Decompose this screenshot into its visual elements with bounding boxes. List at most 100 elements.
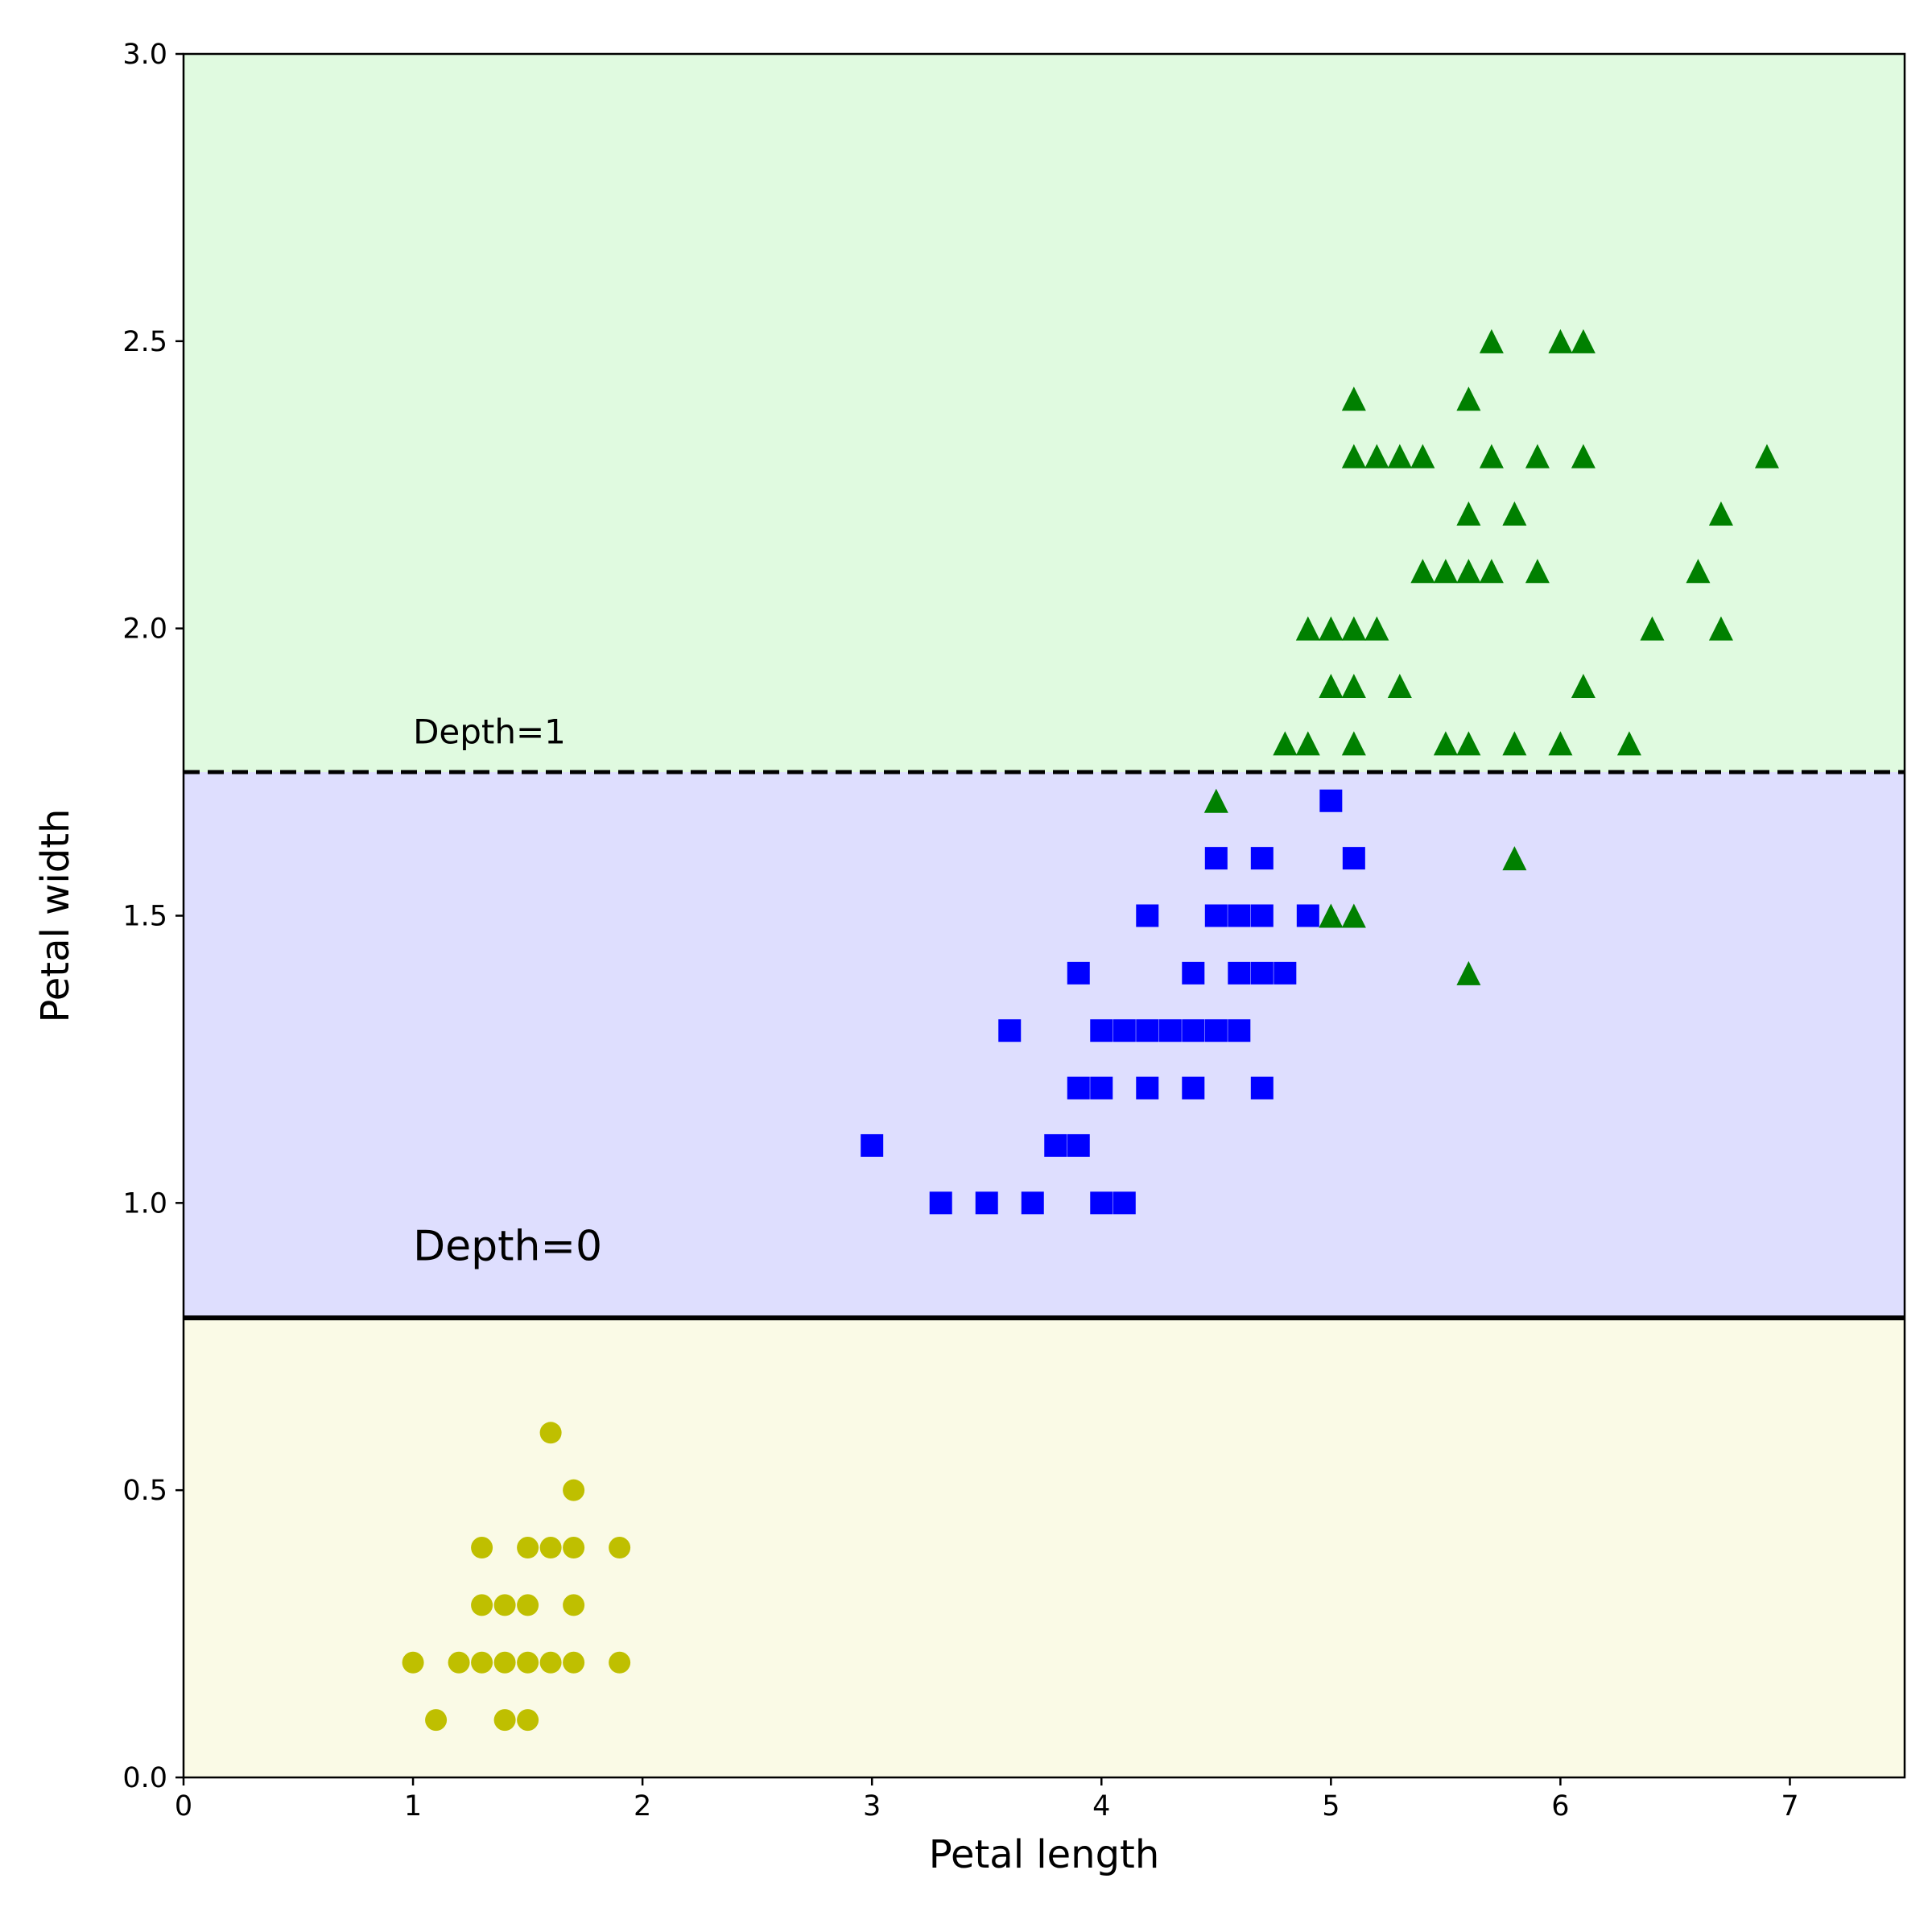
- point-square-24: [1228, 1019, 1251, 1042]
- point-triangle-24: [1456, 501, 1481, 526]
- annotation-depth-0: Depth=0: [413, 1223, 602, 1271]
- point-triangle-27: [1479, 444, 1504, 469]
- region-2: [184, 54, 1905, 773]
- point-triangle-26: [1479, 559, 1504, 584]
- point-square-23: [1204, 847, 1228, 870]
- point-square-14: [1136, 1076, 1159, 1100]
- y-tick-label: 1.5: [122, 901, 167, 933]
- region-0: [184, 1318, 1905, 1777]
- decision-regions: [184, 54, 1905, 1777]
- point-square-6: [1067, 1133, 1090, 1157]
- point-circle-17: [563, 1594, 585, 1616]
- point-circle-19: [563, 1479, 585, 1501]
- point-triangle-35: [1548, 328, 1573, 353]
- x-tick-label: 2: [634, 1790, 651, 1823]
- y-tick-label: 1.0: [122, 1187, 167, 1220]
- point-square-13: [1113, 1019, 1136, 1042]
- y-tick-label: 0.0: [122, 1762, 167, 1794]
- point-triangle-1: [1273, 731, 1298, 756]
- point-triangle-15: [1387, 674, 1412, 699]
- point-square-2: [975, 1191, 998, 1215]
- point-circle-14: [539, 1537, 562, 1559]
- point-square-0: [861, 1133, 884, 1157]
- point-triangle-21: [1456, 960, 1481, 985]
- point-circle-12: [517, 1537, 539, 1559]
- point-circle-18: [563, 1537, 585, 1559]
- point-square-28: [1250, 961, 1274, 985]
- point-triangle-28: [1479, 328, 1504, 353]
- point-triangle-17: [1410, 559, 1435, 584]
- point-square-26: [1228, 904, 1251, 927]
- x-tick-label: 3: [863, 1790, 881, 1823]
- point-triangle-31: [1502, 501, 1527, 526]
- point-circle-11: [517, 1594, 539, 1616]
- x-tick-label: 5: [1322, 1790, 1340, 1823]
- point-triangle-30: [1502, 731, 1527, 756]
- point-square-16: [1136, 904, 1159, 927]
- point-triangle-0: [1203, 788, 1228, 813]
- point-circle-7: [493, 1651, 516, 1674]
- point-square-17: [1158, 1019, 1182, 1042]
- point-square-12: [1113, 1191, 1136, 1215]
- point-circle-9: [517, 1709, 539, 1732]
- point-circle-13: [539, 1651, 562, 1674]
- point-square-5: [1044, 1133, 1067, 1157]
- point-square-9: [1090, 1191, 1113, 1215]
- point-square-20: [1182, 961, 1205, 985]
- y-tick-label: 2.0: [122, 613, 167, 646]
- point-triangle-8: [1341, 731, 1366, 756]
- x-tick-label: 7: [1781, 1790, 1798, 1823]
- point-square-29: [1250, 904, 1274, 927]
- point-square-25: [1228, 961, 1251, 985]
- point-triangle-29: [1502, 846, 1527, 871]
- point-square-27: [1250, 1076, 1274, 1100]
- point-triangle-40: [1640, 616, 1665, 641]
- annotation-depth-1: Depth=1: [413, 712, 566, 751]
- point-triangle-25: [1456, 386, 1481, 411]
- point-triangle-9: [1341, 674, 1366, 699]
- x-tick-label: 6: [1551, 1790, 1569, 1823]
- point-square-10: [1090, 1076, 1113, 1100]
- y-tick-label: 3.0: [122, 39, 167, 71]
- point-triangle-12: [1341, 386, 1366, 411]
- point-triangle-33: [1525, 444, 1550, 469]
- point-circle-5: [471, 1537, 493, 1559]
- point-triangle-38: [1571, 328, 1596, 353]
- point-circle-3: [471, 1651, 493, 1674]
- point-square-21: [1204, 1019, 1228, 1042]
- point-triangle-3: [1295, 616, 1320, 641]
- point-triangle-36: [1571, 674, 1596, 699]
- y-axis-label: Petal width: [33, 809, 78, 1023]
- point-square-33: [1319, 789, 1343, 812]
- point-square-22: [1204, 904, 1228, 927]
- point-square-19: [1182, 1019, 1205, 1042]
- y-tick-label: 2.5: [122, 326, 167, 358]
- point-circle-21: [609, 1537, 631, 1559]
- point-circle-20: [609, 1651, 631, 1674]
- point-triangle-20: [1433, 559, 1458, 584]
- point-square-32: [1296, 904, 1319, 927]
- point-triangle-43: [1708, 501, 1733, 526]
- point-circle-2: [448, 1651, 470, 1674]
- data-points: [402, 328, 1779, 1732]
- point-triangle-4: [1319, 903, 1344, 928]
- decision-boundaries: [184, 770, 1905, 1321]
- point-square-18: [1182, 1076, 1205, 1100]
- point-circle-4: [471, 1594, 493, 1616]
- point-triangle-5: [1319, 674, 1344, 699]
- point-triangle-22: [1456, 731, 1481, 756]
- point-triangle-44: [1754, 444, 1779, 469]
- point-triangle-37: [1571, 444, 1596, 469]
- point-square-34: [1342, 847, 1365, 870]
- x-tick-label: 1: [404, 1790, 422, 1823]
- point-triangle-23: [1456, 559, 1481, 584]
- point-circle-10: [517, 1651, 539, 1674]
- point-square-15: [1136, 1019, 1159, 1042]
- point-square-4: [1021, 1191, 1044, 1215]
- point-circle-0: [402, 1651, 424, 1674]
- point-circle-15: [539, 1422, 562, 1444]
- point-triangle-32: [1525, 559, 1550, 584]
- point-circle-6: [493, 1709, 516, 1732]
- point-square-3: [998, 1019, 1022, 1042]
